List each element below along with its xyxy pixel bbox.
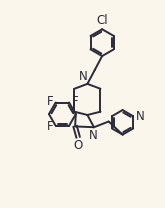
Text: F: F — [47, 120, 53, 133]
Text: F: F — [72, 95, 78, 108]
Text: F: F — [47, 95, 53, 108]
Text: Cl: Cl — [96, 14, 108, 27]
Text: N: N — [79, 70, 88, 83]
Text: O: O — [74, 139, 83, 152]
Text: N: N — [89, 129, 98, 142]
Text: N: N — [136, 110, 145, 123]
